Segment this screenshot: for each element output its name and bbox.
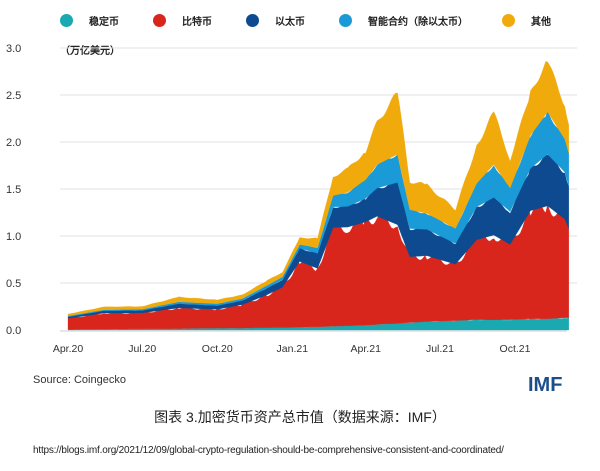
legend-item-bitcoin: 比特币 xyxy=(153,13,212,28)
legend-label: 稳定币 xyxy=(89,17,119,28)
source-note: Source: Coingecko xyxy=(33,374,126,386)
legend-swatch xyxy=(60,14,73,27)
legend-item-smart-contract: 智能合约（除以太币） xyxy=(339,13,468,28)
legend-label: 智能合约（除以太币） xyxy=(368,17,468,28)
x-tick-label: Jul.20 xyxy=(128,343,156,355)
imf-logo: IMF xyxy=(528,374,563,396)
legend-label: 其他 xyxy=(531,17,551,28)
y-tick-label: 1.0 xyxy=(6,231,21,243)
chart-legend: 稳定币 比特币 以太币 智能合约（除以太币） 其他 xyxy=(60,13,585,28)
legend-item-stablecoin: 稳定币 xyxy=(60,13,119,28)
x-tick-label: Oct.21 xyxy=(500,343,531,355)
y-axis-unit-label: （万亿美元） xyxy=(60,46,120,57)
area-series-1 xyxy=(67,201,569,330)
x-tick-label: Oct.20 xyxy=(202,343,233,355)
figure-caption: 图表 3.加密货币资产总市值（数据来源：IMF） xyxy=(154,409,446,425)
x-tick-label: Jan.21 xyxy=(277,343,309,355)
x-tick-label: Apr.20 xyxy=(53,343,84,355)
source-url[interactable]: https://blogs.imf.org/2021/12/09/global-… xyxy=(33,445,504,456)
legend-swatch xyxy=(246,14,259,27)
area-series-4 xyxy=(67,61,569,317)
legend-swatch xyxy=(153,14,166,27)
legend-item-ether: 以太币 xyxy=(246,13,305,28)
y-tick-label: 3.0 xyxy=(6,43,21,55)
y-tick-label: 1.5 xyxy=(6,184,21,196)
x-tick-label: Jul.21 xyxy=(426,343,454,355)
y-tick-label: 2.5 xyxy=(6,90,21,102)
legend-swatch xyxy=(339,14,352,27)
legend-item-other: 其他 xyxy=(502,13,551,28)
x-tick-label: Apr.21 xyxy=(351,343,382,355)
legend-swatch xyxy=(502,14,515,27)
legend-label: 以太币 xyxy=(275,17,305,28)
y-tick-label: 2.0 xyxy=(6,137,21,149)
y-tick-label: 0.5 xyxy=(6,278,21,290)
y-tick-label: 0.0 xyxy=(6,325,21,337)
legend-label: 比特币 xyxy=(182,17,212,28)
